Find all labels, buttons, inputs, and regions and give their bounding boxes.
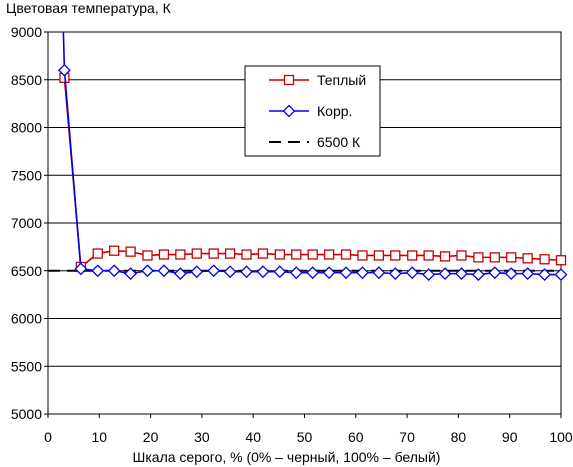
series-0-point-9 xyxy=(208,248,219,259)
series-0-point-20 xyxy=(390,250,401,261)
series-0-point-25 xyxy=(473,252,484,263)
series-1-point-21 xyxy=(405,266,419,280)
x-tick-label-10: 10 xyxy=(92,429,108,445)
series-0-point-7 xyxy=(175,249,186,260)
series-1-point-22 xyxy=(422,268,436,281)
series-0-point-2 xyxy=(92,248,103,259)
x-tick-label-20: 20 xyxy=(143,429,159,445)
series-0-point-14 xyxy=(291,249,302,260)
series-1-point-30 xyxy=(554,268,568,281)
series-1-point-9 xyxy=(207,264,221,278)
y-tick-label-5000: 5000 xyxy=(11,406,42,422)
x-tick-label-60: 60 xyxy=(348,429,364,445)
x-tick-label-70: 70 xyxy=(399,429,415,445)
series-1-point-18 xyxy=(356,266,369,280)
series-1-point-8 xyxy=(190,265,204,279)
legend-label-0: Теплый xyxy=(317,72,366,88)
series-0-point-30 xyxy=(555,255,567,266)
x-tick-label-90: 90 xyxy=(502,429,518,445)
series-0-point-16 xyxy=(323,249,335,260)
series-1-point-6 xyxy=(157,264,171,278)
series-0-point-12 xyxy=(257,248,269,259)
x-tick-label-50: 50 xyxy=(297,429,313,445)
x-axis-title: Шкала серого, % (0% – черный, 100% – бел… xyxy=(132,449,441,465)
series-0-point-19 xyxy=(373,250,385,261)
x-tick-label-80: 80 xyxy=(451,429,467,445)
series-0-point-17 xyxy=(340,249,352,260)
series-0-point-5 xyxy=(142,250,153,261)
series-0-point-21 xyxy=(407,250,418,261)
series-0-point-6 xyxy=(158,249,170,260)
series-0-point-26 xyxy=(489,252,500,263)
series-1-point-14 xyxy=(289,266,303,280)
series-1-point-16 xyxy=(322,266,336,280)
series-1-point-12 xyxy=(256,265,270,279)
series-1-point-4 xyxy=(124,267,138,281)
y-tick-label-8500: 8500 xyxy=(11,72,42,88)
y-tick-label-5500: 5500 xyxy=(11,358,42,374)
x-tick-label-30: 30 xyxy=(194,429,210,445)
series-1-point-27 xyxy=(504,267,518,281)
series-0-point-22 xyxy=(423,250,434,261)
legend: Теплый Корр. 6500 К xyxy=(244,65,381,157)
y-tick-label-6500: 6500 xyxy=(11,263,42,279)
series-0-point-18 xyxy=(357,250,368,261)
y-tick-labels: 5000 5500 6000 6500 7000 7500 8000 8500 9000 xyxy=(11,24,42,422)
series-1-point-3 xyxy=(107,264,121,278)
series-1-point-2 xyxy=(91,264,105,278)
legend-label-1: Корр. xyxy=(317,103,352,119)
series-0-point-8 xyxy=(191,248,202,259)
y-tick-label-9000: 9000 xyxy=(11,24,42,40)
series-0-point-24 xyxy=(456,250,467,261)
legend-marker-0 xyxy=(283,74,295,86)
x-tick-label-40: 40 xyxy=(245,429,261,445)
series-1-point-13 xyxy=(273,265,287,279)
y-tick-label-7500: 7500 xyxy=(11,167,42,183)
y-tick-label-8000: 8000 xyxy=(11,120,42,136)
series-1-point-28 xyxy=(521,267,535,281)
series-0-point-28 xyxy=(522,253,533,264)
y-tick-label-6000: 6000 xyxy=(11,311,42,327)
series-1-point-1 xyxy=(74,262,88,276)
x-tick-label-0: 0 xyxy=(44,429,52,445)
series-0-point-15 xyxy=(307,249,318,260)
series-0-point-27 xyxy=(506,252,517,263)
series-1-point-23 xyxy=(438,267,452,281)
series-0-point-3 xyxy=(109,245,120,256)
series-0-point-4 xyxy=(125,246,136,257)
y-tick-label-7000: 7000 xyxy=(11,215,42,231)
series-1-point-15 xyxy=(306,266,320,280)
series-0-point-29 xyxy=(539,254,550,265)
series-0-point-23 xyxy=(439,251,451,262)
series-0-point-11 xyxy=(241,249,252,260)
legend-box xyxy=(244,65,381,157)
x-tick-label-100: 100 xyxy=(549,429,573,445)
series-group xyxy=(48,31,568,281)
series-1-point-25 xyxy=(471,268,485,281)
series-1-point-19 xyxy=(372,266,386,280)
series-0-point-13 xyxy=(274,249,286,260)
series-1-point-7 xyxy=(173,267,187,281)
series-1-point-11 xyxy=(240,265,253,279)
series-1-point-10 xyxy=(223,265,237,279)
series-1-point-24 xyxy=(455,267,468,281)
series-1-point-5 xyxy=(141,264,154,278)
y-axis-title: Цветовая температура, К xyxy=(6,0,171,16)
series-0-point-10 xyxy=(224,248,236,259)
series-1-point-26 xyxy=(488,266,502,280)
series-1-point-20 xyxy=(388,267,402,281)
x-tick-labels: 0 10 20 30 40 50 60 70 80 90 100 xyxy=(44,429,573,445)
series-1-point-17 xyxy=(339,266,353,280)
series-1-point-0 xyxy=(57,63,71,77)
legend-marker-1 xyxy=(282,104,296,118)
series-1-point-29 xyxy=(538,268,552,281)
legend-label-2: 6500 К xyxy=(317,134,361,150)
grid-lines xyxy=(44,31,562,418)
